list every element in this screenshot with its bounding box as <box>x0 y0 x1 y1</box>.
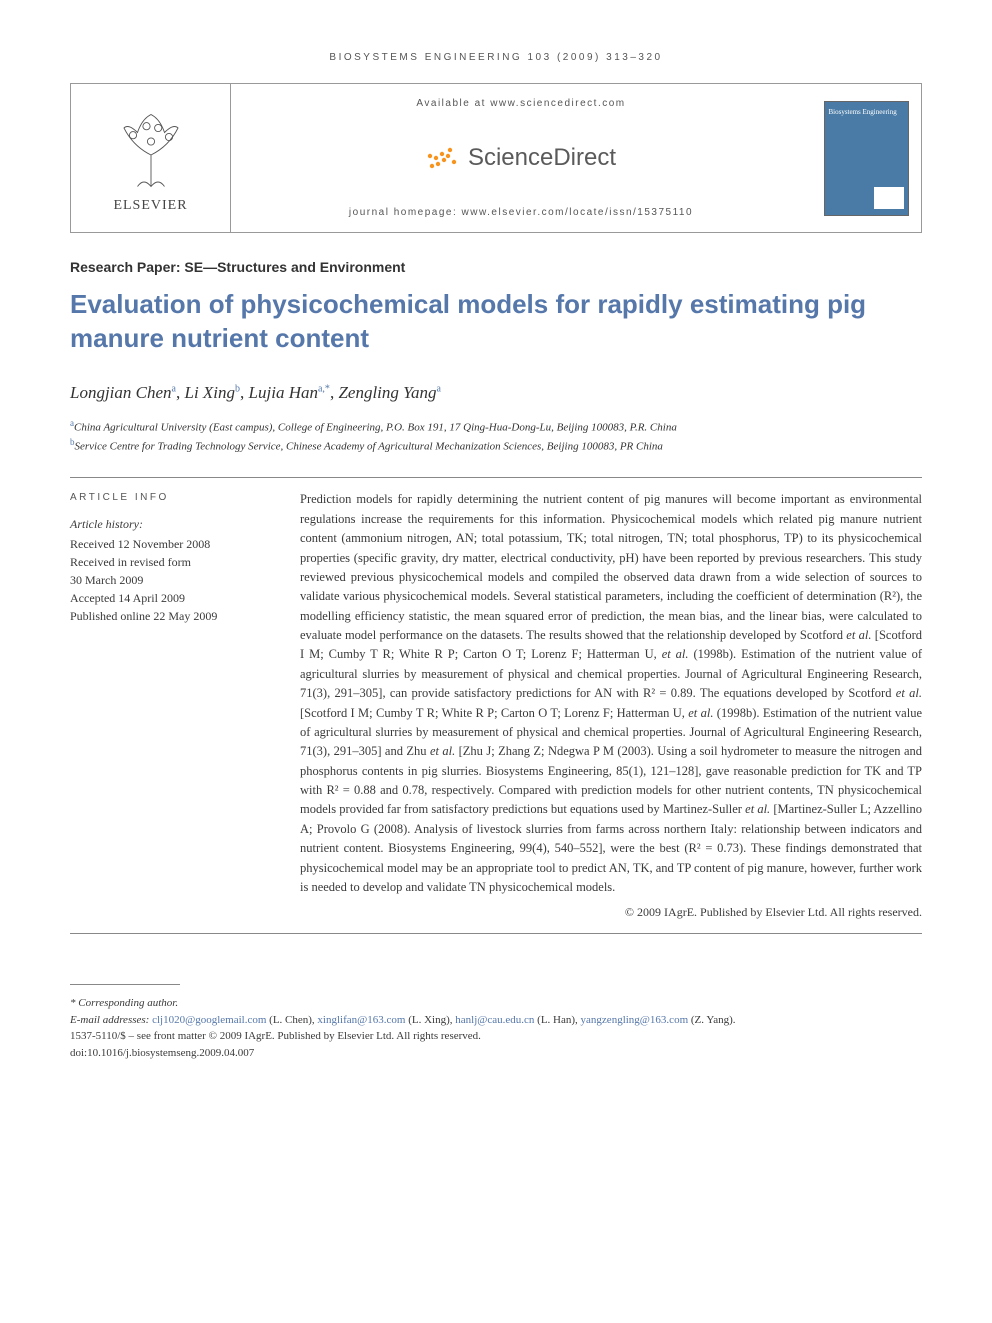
article-title: Evaluation of physicochemical models for… <box>70 288 922 356</box>
rule-top <box>70 477 922 478</box>
available-at-text: Available at www.sciencedirect.com <box>416 96 625 111</box>
rule-bottom <box>70 933 922 934</box>
copyright-line: © 2009 IAgrE. Published by Elsevier Ltd.… <box>300 903 922 921</box>
email-link[interactable]: hanlj@cau.edu.cn <box>455 1014 534 1026</box>
author: Longjian Chena <box>70 383 176 402</box>
author: Li Xingb <box>185 383 241 402</box>
history-line: Accepted 14 April 2009 <box>70 589 270 607</box>
footnote-rule <box>70 984 180 985</box>
journal-homepage: journal homepage: www.elsevier.com/locat… <box>349 205 693 220</box>
author-list: Longjian Chena, Li Xingb, Lujia Hana,*, … <box>70 380 922 406</box>
affiliation: bService Centre for Trading Technology S… <box>70 436 922 455</box>
history-line: 30 March 2009 <box>70 571 270 589</box>
history-line: Published online 22 May 2009 <box>70 607 270 625</box>
issn-line: 1537-5110/$ – see front matter © 2009 IA… <box>70 1028 922 1045</box>
author: Zengling Yanga <box>338 383 441 402</box>
article-history: Received 12 November 2008Received in rev… <box>70 535 270 625</box>
journal-cover-thumb: Biosystems Engineering <box>824 101 909 216</box>
history-line: Received 12 November 2008 <box>70 535 270 553</box>
sciencedirect-text: ScienceDirect <box>468 140 616 176</box>
history-label: Article history: <box>70 515 270 533</box>
doi-line: doi:10.1016/j.biosystemseng.2009.04.007 <box>70 1045 922 1062</box>
header-banner: ELSEVIER Available at www.sciencedirect.… <box>70 83 922 233</box>
abstract-text: Prediction models for rapidly determinin… <box>300 490 922 897</box>
affiliation: aChina Agricultural University (East cam… <box>70 417 922 436</box>
author: Lujia Hana,* <box>249 383 330 402</box>
abstract-column: Prediction models for rapidly determinin… <box>300 490 922 921</box>
email-addresses: E-mail addresses: clj1020@googlemail.com… <box>70 1012 922 1029</box>
header-center: Available at www.sciencedirect.com Scien… <box>231 84 811 232</box>
sciencedirect-dots-icon <box>426 144 460 172</box>
elsevier-tree-icon <box>106 101 196 191</box>
elsevier-logo-cell: ELSEVIER <box>71 84 231 232</box>
elsevier-label: ELSEVIER <box>113 195 187 216</box>
affiliations: aChina Agricultural University (East cam… <box>70 417 922 455</box>
corresponding-author: * Corresponding author. <box>70 995 922 1012</box>
email-link[interactable]: clj1020@googlemail.com <box>152 1014 266 1026</box>
sciencedirect-logo: ScienceDirect <box>426 140 616 176</box>
article-info-heading: ARTICLE INFO <box>70 490 270 505</box>
footnotes: * Corresponding author. E-mail addresses… <box>70 995 922 1061</box>
article-info-column: ARTICLE INFO Article history: Received 1… <box>70 490 270 921</box>
section-label: Research Paper: SE—Structures and Enviro… <box>70 257 922 278</box>
journal-reference: BIOSYSTEMS ENGINEERING 103 (2009) 313–32… <box>70 50 922 65</box>
email-link[interactable]: yangzengling@163.com <box>581 1014 689 1026</box>
journal-cover-cell: Biosystems Engineering <box>811 84 921 232</box>
cover-title: Biosystems Engineering <box>829 108 904 116</box>
history-line: Received in revised form <box>70 553 270 571</box>
email-link[interactable]: xinglifan@163.com <box>317 1014 405 1026</box>
